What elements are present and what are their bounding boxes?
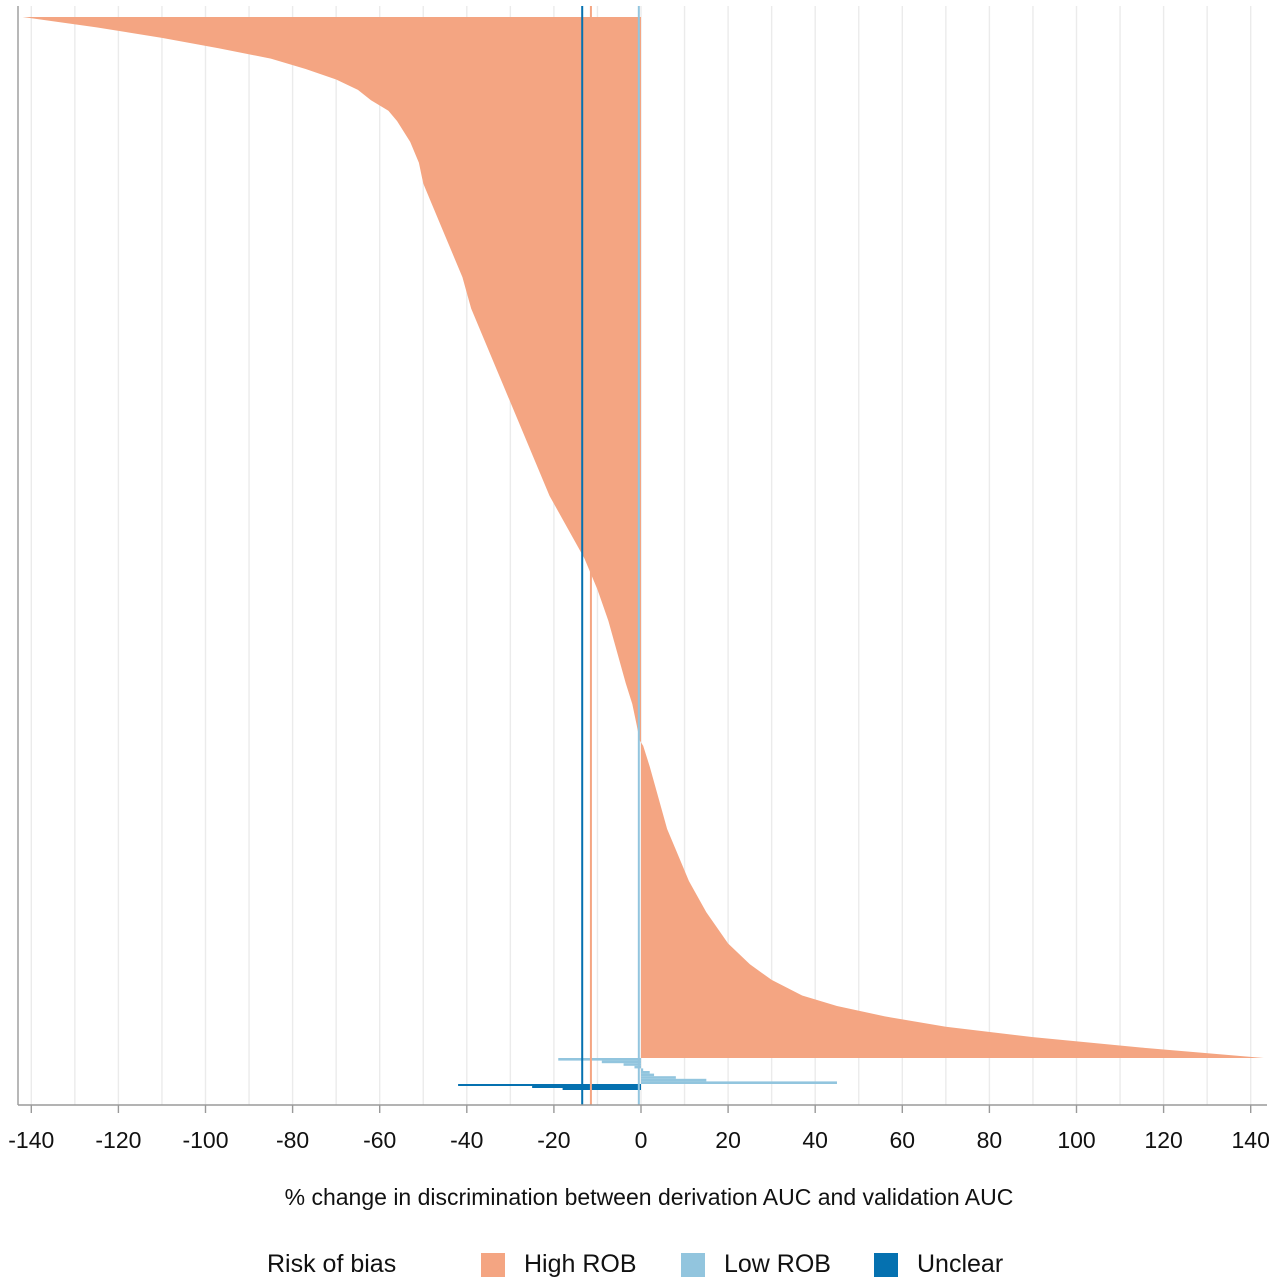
unclear-bar [562, 1088, 641, 1090]
x-tick-label: -120 [95, 1127, 141, 1153]
x-tick-label: 80 [977, 1127, 1003, 1153]
x-tick-label: 20 [715, 1127, 741, 1153]
x-axis: -140 -120 -100 -80 -60 -40 -20 0 20 40 60 80 100 120 1… [8, 6, 1270, 1153]
x-tick-label: -100 [182, 1127, 228, 1153]
low-rob-bar [623, 1063, 641, 1066]
x-tick-label: 60 [890, 1127, 916, 1153]
x-tick-label: 40 [802, 1127, 828, 1153]
low-rob-bar [641, 1068, 644, 1071]
x-tick-label: -80 [276, 1127, 309, 1153]
low-rob-bar [641, 1078, 707, 1082]
low-rob-bar [601, 1060, 641, 1064]
low-rob-bar [641, 1081, 837, 1084]
legend-entry-label: Low ROB [724, 1250, 831, 1278]
low-rob-series [558, 1058, 837, 1084]
x-tick-label: 0 [635, 1127, 648, 1153]
unclear-series [458, 1084, 641, 1090]
legend-swatch [874, 1253, 898, 1277]
unclear-bar [532, 1086, 641, 1088]
high-rob-series [22, 17, 1264, 1058]
low-rob-bar [641, 1076, 676, 1079]
median-lines [581, 6, 640, 1105]
x-tick-label: 140 [1232, 1127, 1270, 1153]
x-tick-label: 100 [1057, 1127, 1095, 1153]
x-tick-label: -20 [537, 1127, 570, 1153]
legend: Risk of bias High ROB Low ROB Unclear [267, 1250, 1003, 1278]
x-tick-label: -40 [450, 1127, 483, 1153]
x-axis-title: % change in discrimination between deriv… [285, 1184, 1014, 1210]
legend-title: Risk of bias [267, 1250, 396, 1278]
high-rob-bars [22, 17, 1264, 1058]
x-tick-label: -140 [8, 1127, 54, 1153]
x-tick-label: 120 [1144, 1127, 1182, 1153]
unclear-bar [458, 1084, 641, 1086]
low-rob-bar [558, 1058, 641, 1061]
low-rob-bar [641, 1071, 650, 1074]
legend-entry-label: Unclear [917, 1250, 1003, 1278]
low-rob-bar [634, 1065, 641, 1069]
low-rob-bar [641, 1073, 655, 1077]
legend-swatch [681, 1253, 705, 1277]
legend-swatch [481, 1253, 505, 1277]
x-tick-label: -60 [363, 1127, 396, 1153]
legend-entry-label: High ROB [524, 1250, 637, 1278]
